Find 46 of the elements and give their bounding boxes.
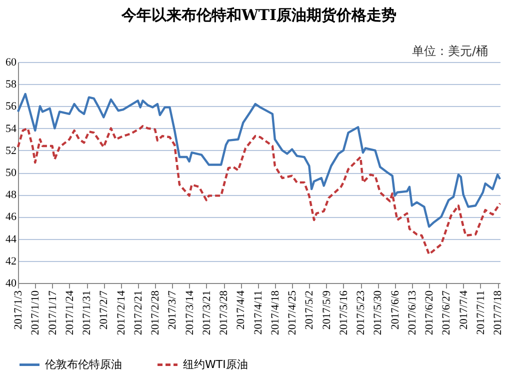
x-tick-label: 2017/1/3 <box>12 290 24 330</box>
y-tick-label: 56 <box>6 100 17 113</box>
x-tick-label: 2017/6/13 <box>406 290 418 336</box>
legend-label: 纽约WTI原油 <box>183 358 248 371</box>
x-tick-label: 2017/5/9 <box>320 290 333 330</box>
x-tick-label: 2017/5/30 <box>372 290 384 336</box>
x-tick-label: 2017/4/25 <box>286 290 299 336</box>
y-tick-label: 58 <box>6 78 17 91</box>
x-tick-label: 2017/5/16 <box>338 290 350 336</box>
x-tick-label: 2017/5/23 <box>355 290 368 336</box>
y-tick-label: 44 <box>6 233 17 246</box>
y-tick-label: 54 <box>6 122 17 135</box>
x-tick-label: 2017/5/2 <box>304 290 316 330</box>
y-tick-label: 46 <box>6 211 17 224</box>
x-tick-label: 2017/3/14 <box>184 290 196 336</box>
y-tick-label: 52 <box>6 144 16 157</box>
x-tick-label: 2017/7/4 <box>458 290 470 330</box>
x-tick-label: 2017/4/18 <box>269 290 282 336</box>
y-tick-label: 50 <box>6 167 17 179</box>
legend-label: 伦敦布伦特原油 <box>45 358 122 371</box>
x-tick-label: 2017/2/21 <box>132 290 144 336</box>
x-tick-label: 2017/1/24 <box>64 290 76 336</box>
text: 单位：美元/桶 <box>412 44 488 58</box>
x-tick-label: 2017/3/21 <box>200 290 213 336</box>
x-tick-label: 2017/2/28 <box>150 290 162 336</box>
y-tick-label: 60 <box>6 56 17 68</box>
x-tick-label: 2017/1/17 <box>46 290 59 336</box>
x-tick-label: 2017/2/14 <box>115 290 128 336</box>
x-tick-label: 2017/6/6 <box>389 290 402 330</box>
x-tick-label: 2017/3/28 <box>218 290 230 336</box>
y-tick-label: 48 <box>6 189 17 202</box>
y-tick-label: 40 <box>6 278 17 290</box>
x-tick-label: 2017/4/11 <box>252 290 264 335</box>
line-series <box>16 124 502 256</box>
x-tick-label: 2017/2/7 <box>98 290 110 330</box>
x-tick-label: 2017/1/10 <box>30 290 42 336</box>
chart-title: 今年以来布伦特和WTI原油期货价格走势 <box>120 6 397 24</box>
line-series <box>16 92 502 228</box>
x-tick-label: 2017/1/31 <box>81 290 94 336</box>
x-tick-label: 2017/4/4 <box>235 290 248 330</box>
x-tick-label: 2017/6/20 <box>424 290 436 336</box>
y-tick-label: 42 <box>6 255 16 268</box>
x-tick-label: 2017/7/11 <box>474 290 487 335</box>
x-tick-label: 2017/6/27 <box>440 290 453 336</box>
x-tick-label: 2017/7/18 <box>492 290 504 336</box>
x-tick-label: 2017/3/7 <box>166 290 179 330</box>
